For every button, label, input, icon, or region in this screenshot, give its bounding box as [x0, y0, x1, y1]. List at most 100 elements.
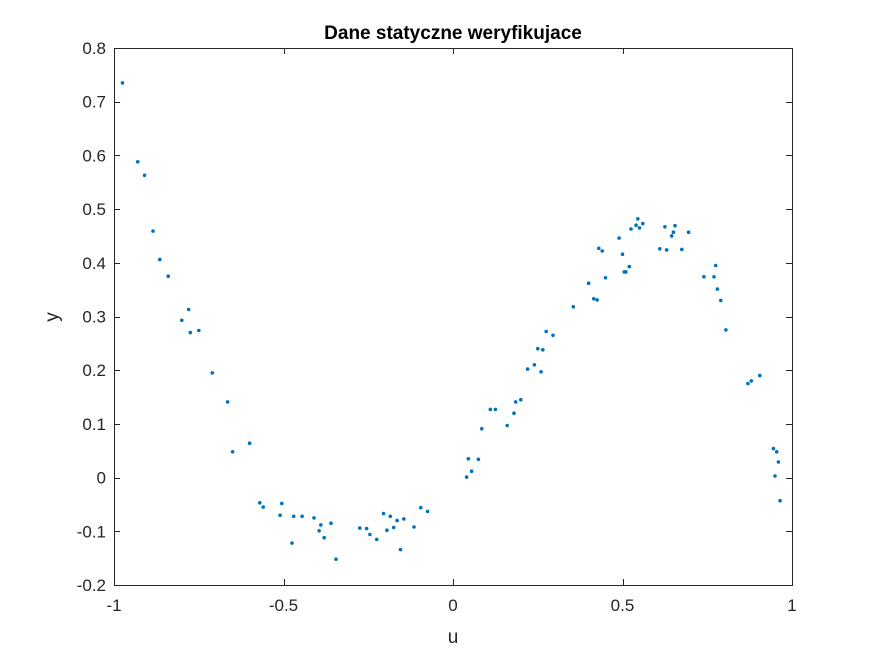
data-point — [634, 223, 638, 227]
y-tick-label: 0.7 — [82, 93, 106, 112]
data-point — [312, 516, 316, 520]
y-axis-ticks: -0.2 -0.1 0 0.1 0.2 0.3 0.4 0.5 0.6 0.7 0.8 — [77, 39, 792, 595]
data-point — [595, 298, 599, 302]
data-point — [603, 276, 608, 280]
data-point — [402, 517, 406, 521]
data-point — [247, 441, 252, 446]
data-point — [715, 287, 720, 291]
data-point — [525, 367, 530, 371]
y-tick-label: 0.2 — [82, 361, 106, 380]
x-axis-label: u — [448, 627, 459, 648]
data-point — [758, 373, 762, 378]
y-tick-label: 0.8 — [82, 39, 106, 58]
data-point — [412, 525, 416, 529]
data-point — [713, 263, 718, 268]
data-point — [617, 236, 621, 240]
data-point — [180, 318, 184, 323]
data-point — [597, 246, 601, 251]
data-point — [746, 381, 750, 386]
y-tick-label: 0.1 — [82, 415, 106, 434]
data-point — [261, 505, 266, 509]
data-point — [629, 227, 633, 231]
data-point — [300, 514, 304, 519]
data-point — [624, 270, 628, 274]
data-point — [368, 532, 372, 537]
data-point — [230, 450, 235, 454]
data-point — [669, 234, 674, 238]
chart-title: Dane statyczne weryfikujace — [324, 23, 582, 44]
data-point — [225, 400, 230, 404]
data-point — [398, 547, 403, 552]
data-point — [513, 400, 518, 404]
data-point — [142, 173, 147, 178]
data-point — [291, 514, 296, 519]
data-point — [488, 407, 493, 412]
data-point — [280, 501, 284, 506]
data-point — [641, 221, 645, 226]
x-tick-label: 1 — [787, 596, 796, 615]
data-point — [719, 298, 723, 303]
data-point — [519, 397, 523, 402]
data-point — [186, 307, 191, 312]
data-point — [586, 281, 591, 286]
data-point — [329, 521, 333, 525]
data-point — [712, 275, 716, 279]
y-tick-label: 0.6 — [82, 146, 106, 165]
data-point — [702, 275, 706, 279]
y-tick-label: 0.4 — [82, 254, 106, 273]
data-point — [135, 160, 140, 164]
data-point — [278, 513, 282, 517]
data-point — [364, 526, 369, 531]
data-point — [381, 511, 386, 516]
data-point — [290, 541, 294, 545]
y-tick-label: -0.1 — [77, 522, 106, 541]
data-point — [466, 457, 471, 461]
data-point — [686, 230, 691, 234]
data-point — [334, 557, 338, 561]
y-axis-label: y — [42, 312, 63, 322]
data-point — [425, 509, 430, 514]
data-point — [166, 274, 170, 279]
data-point — [385, 528, 389, 532]
data-point — [571, 305, 576, 309]
data-point — [773, 474, 777, 478]
data-point — [532, 363, 537, 367]
x-tick-label: -1 — [106, 596, 121, 615]
data-point — [469, 469, 474, 474]
data-point — [541, 348, 545, 352]
data-point — [158, 257, 162, 262]
data-point — [778, 498, 782, 503]
data-point — [671, 230, 676, 234]
data-point — [663, 225, 667, 229]
data-point — [749, 379, 754, 383]
x-axis-ticks: -1 -0.5 0 0.5 1 — [106, 48, 797, 615]
data-point — [197, 328, 201, 333]
data-point — [391, 525, 396, 530]
data-point — [319, 523, 323, 527]
data-point — [151, 229, 155, 233]
data-point — [493, 407, 498, 412]
x-tick-label: -0.5 — [269, 596, 298, 615]
data-point — [188, 330, 193, 335]
y-tick-label: 0.3 — [82, 308, 106, 327]
data-point — [480, 426, 484, 431]
data-point — [464, 475, 469, 479]
data-point — [620, 252, 625, 256]
data-point — [536, 346, 540, 351]
y-tick-label: 0.5 — [82, 200, 106, 219]
data-point — [658, 247, 662, 251]
plot-area — [114, 48, 792, 585]
data-point — [627, 264, 632, 269]
data-point — [664, 248, 669, 252]
data-point — [476, 457, 481, 462]
data-point — [673, 223, 677, 228]
data-point — [505, 423, 510, 428]
y-tick-label: -0.2 — [77, 576, 106, 595]
data-point — [636, 217, 640, 221]
data-point — [322, 535, 327, 540]
data-point — [680, 247, 684, 252]
data-point — [419, 505, 423, 510]
data-point — [600, 249, 604, 253]
data-point — [774, 450, 779, 454]
